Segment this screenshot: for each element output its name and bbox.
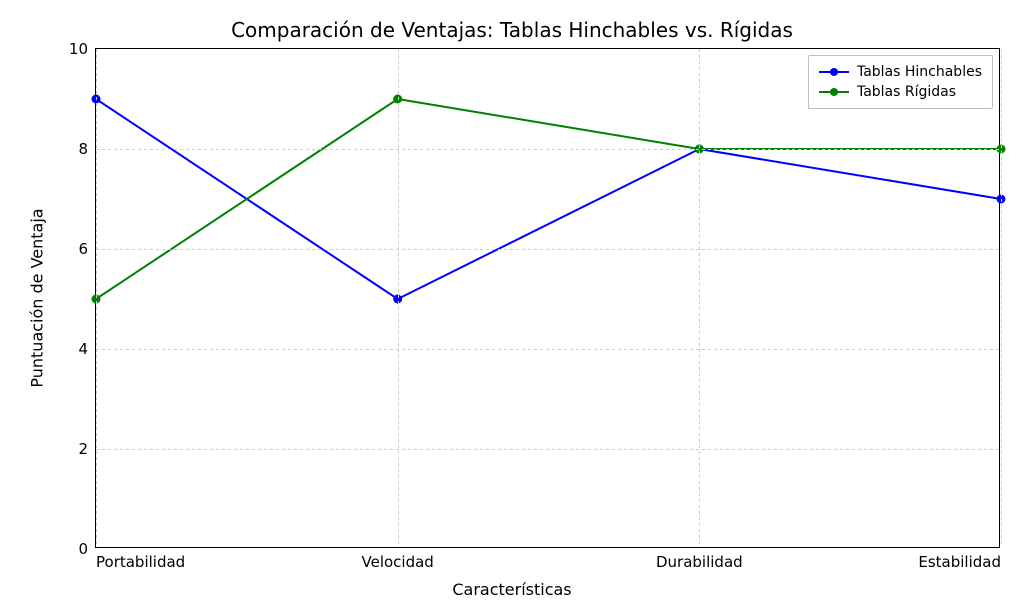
y-axis-label: Puntuación de Ventaja [28, 208, 47, 387]
plot-area: Tablas HinchablesTablas Rígidas 0246810P… [95, 48, 1000, 548]
ytick-label: 2 [78, 440, 96, 458]
xtick-label: Portabilidad [96, 547, 185, 571]
gridline-h [96, 249, 999, 250]
legend-label: Tablas Hinchables [857, 62, 982, 82]
xtick-label: Estabilidad [918, 547, 1001, 571]
gridline-v [96, 49, 97, 547]
gridline-v [1001, 49, 1002, 547]
ytick-label: 8 [78, 140, 96, 158]
ytick-label: 6 [78, 240, 96, 258]
gridline-h [96, 349, 999, 350]
ytick-label: 4 [78, 340, 96, 358]
legend-item: Tablas Hinchables [819, 62, 982, 82]
series-line [96, 99, 1001, 299]
legend: Tablas HinchablesTablas Rígidas [808, 55, 993, 109]
gridline-h [96, 449, 999, 450]
chart-container: Comparación de Ventajas: Tablas Hinchabl… [0, 0, 1024, 614]
ytick-label: 10 [69, 40, 96, 58]
ytick-label: 0 [78, 540, 96, 558]
xtick-label: Durabilidad [656, 547, 743, 571]
legend-swatch [819, 85, 849, 99]
legend-item: Tablas Rígidas [819, 82, 982, 102]
x-axis-label: Características [452, 580, 571, 599]
xtick-label: Velocidad [361, 547, 433, 571]
gridline-h [96, 149, 999, 150]
legend-label: Tablas Rígidas [857, 82, 956, 102]
series-line [96, 99, 1001, 299]
legend-swatch [819, 65, 849, 79]
gridline-v [699, 49, 700, 547]
gridline-v [398, 49, 399, 547]
chart-title: Comparación de Ventajas: Tablas Hinchabl… [231, 18, 793, 42]
chart-lines-svg [96, 49, 1001, 549]
